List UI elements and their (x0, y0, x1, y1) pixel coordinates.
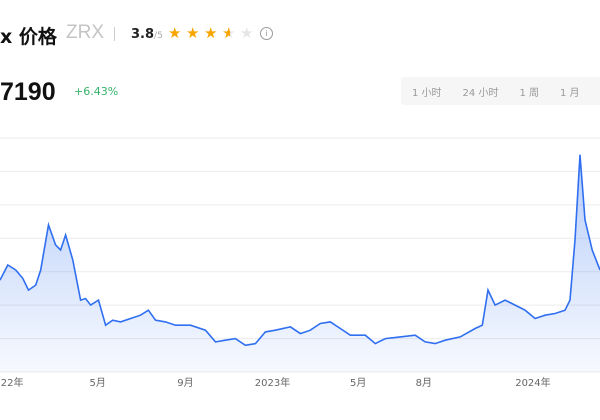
tab-1m[interactable]: 1 月 (560, 87, 580, 99)
x-tick-label: 9月 (177, 377, 193, 389)
rating: 3.8/5 (131, 27, 163, 42)
star-empty-icon: ★ (240, 24, 254, 42)
star-icon: ★ (168, 24, 182, 42)
x-tick-label: 5月 (90, 377, 106, 389)
time-range-tabs: 1 小时 24 小时 1 周 1 月 1 (401, 77, 600, 105)
x-tick-label: 2023年 (255, 376, 290, 389)
x-tick-label: 2024年 (515, 376, 550, 389)
page-title: x 价格 (0, 26, 57, 48)
price-change: +6.43% (74, 85, 119, 98)
price-area (0, 154, 600, 372)
star-rating: ★ ★ ★ ★ ★ (168, 24, 256, 42)
x-tick-label: 5月 (350, 377, 366, 389)
divider (114, 27, 115, 41)
x-tick-label: 8月 (416, 377, 432, 389)
star-icon: ★ (204, 24, 218, 42)
info-icon[interactable]: i (260, 27, 273, 40)
star-icon: ★ (186, 24, 200, 42)
tab-24h[interactable]: 24 小时 (462, 87, 499, 99)
rating-max: /5 (154, 31, 163, 41)
x-tick-label: 22年 (1, 376, 24, 389)
rating-value: 3.8 (131, 27, 155, 42)
tab-1h[interactable]: 1 小时 (412, 87, 442, 99)
star-half-icon: ★ (222, 24, 238, 42)
price-line (0, 154, 600, 347)
current-price: 7190 (0, 78, 56, 106)
token-symbol: ZRX (66, 22, 104, 43)
tab-1w[interactable]: 1 周 (519, 87, 539, 99)
